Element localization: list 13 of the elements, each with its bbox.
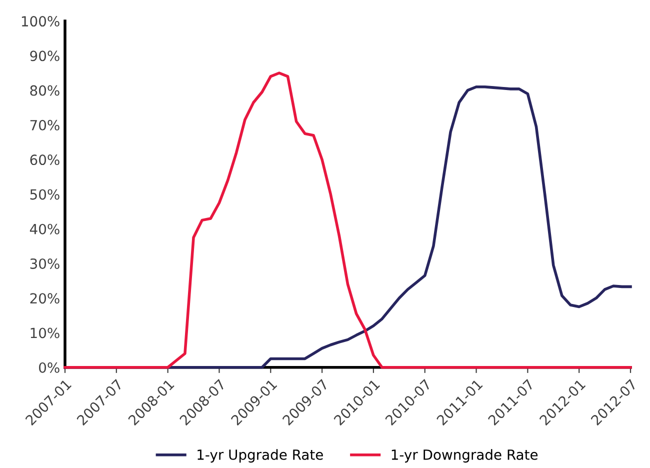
y-tick-label: 60%	[30, 154, 60, 166]
y-tick-label: 50%	[30, 189, 60, 200]
y-tick-label: 30%	[30, 258, 60, 269]
y-tick-label: 20%	[30, 293, 60, 304]
y-tick-label: 90%	[30, 50, 60, 62]
legend-label: 1-yr Downgrade Rate	[392, 449, 538, 463]
y-tick-label: 10%	[30, 328, 60, 338]
y-tick-label: 40%	[30, 224, 60, 234]
legend-label: 1-yr Upgrade Rate	[198, 449, 323, 463]
y-tick-label: 80%	[30, 85, 60, 96]
y-tick-label: 100%	[22, 16, 60, 27]
y-tick-label: 70%	[30, 120, 60, 130]
y-tick-label: 0%	[39, 362, 60, 373]
